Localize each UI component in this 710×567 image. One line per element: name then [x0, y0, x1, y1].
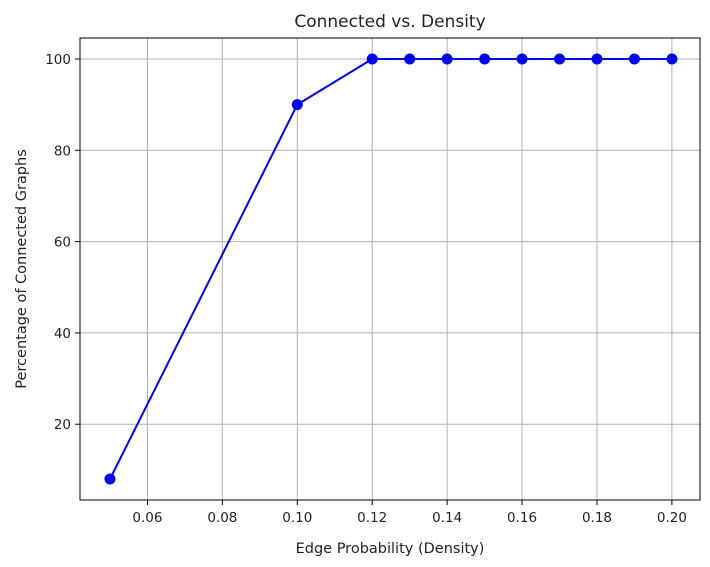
x-tick-label: 0.08 [207, 510, 237, 526]
data-point [104, 473, 116, 485]
y-tick-label: 40 [54, 326, 71, 342]
x-tick-label: 0.16 [507, 510, 537, 526]
x-tick-label: 0.06 [132, 510, 162, 526]
data-point [366, 53, 378, 65]
x-tick-label: 0.12 [357, 510, 387, 526]
data-point [441, 53, 453, 65]
y-tick-label: 60 [54, 235, 71, 251]
x-tick-label: 0.20 [657, 510, 687, 526]
data-point [591, 53, 603, 65]
data-point [291, 99, 303, 111]
data-point [404, 53, 416, 65]
ticks: 0.06 0.08 0.10 0.12 0.14 0.16 0.18 0.20 20 40 60 80… [45, 52, 687, 526]
data-point [628, 53, 640, 65]
y-tick-label: 20 [54, 417, 71, 433]
chart-title: Connected vs. Density [294, 12, 485, 32]
x-tick-label: 0.10 [282, 510, 312, 526]
x-tick-label: 0.14 [432, 510, 462, 526]
plot-frame [79, 37, 701, 501]
data-point [666, 53, 678, 65]
x-axis-label: Edge Probability (Density) [296, 541, 485, 557]
x-tick-label: 0.18 [582, 510, 612, 526]
grid [80, 38, 700, 500]
data-point [554, 53, 566, 65]
y-tick-label: 100 [45, 52, 71, 68]
y-tick-label: 80 [54, 143, 71, 159]
data-point [479, 53, 491, 65]
y-axis-label: Percentage of Connected Graphs [14, 149, 30, 388]
data-point [516, 53, 528, 65]
series-layer [104, 53, 678, 485]
